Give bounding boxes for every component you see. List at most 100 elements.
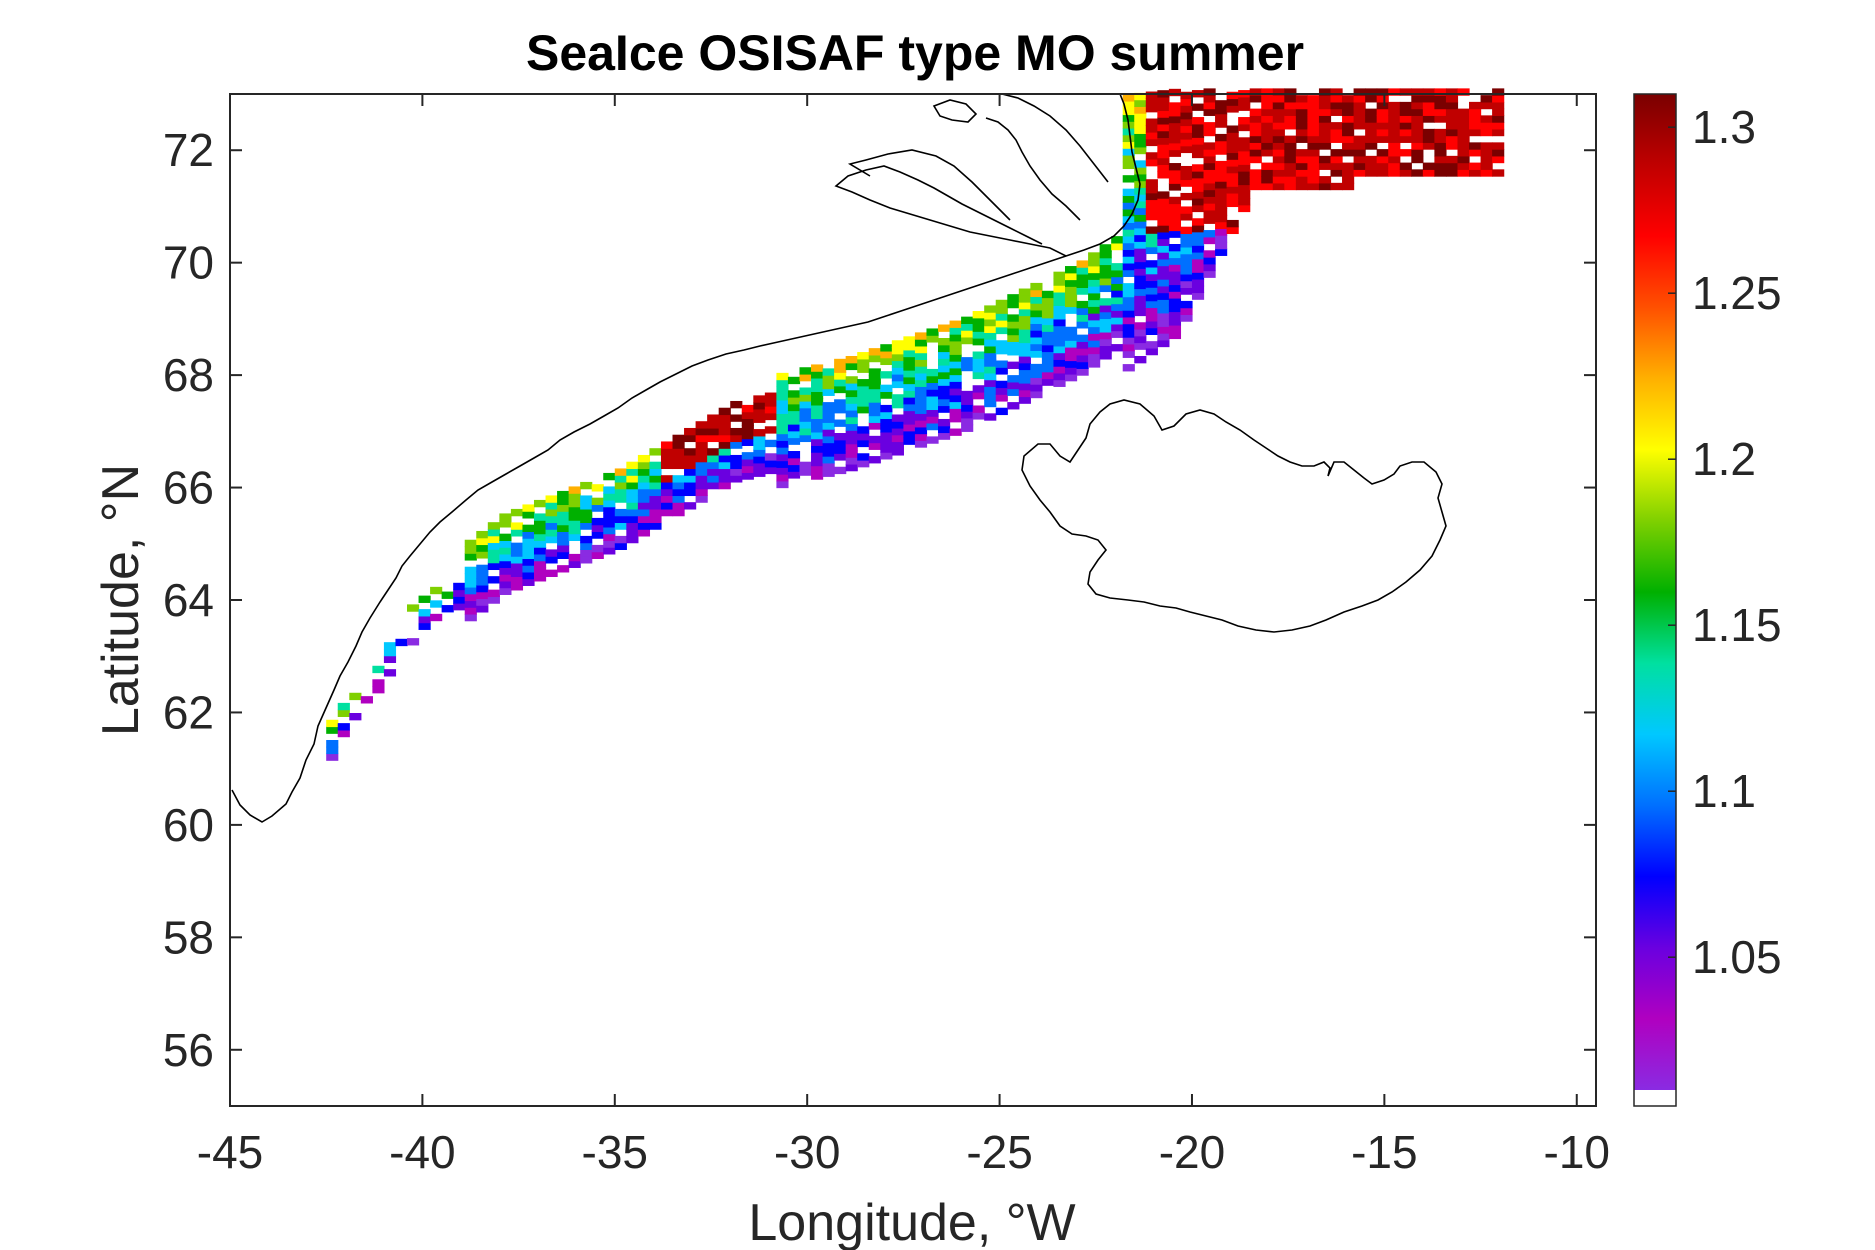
ice-cell [1215,235,1228,243]
ice-cell [557,497,570,506]
ice-cell [926,335,939,343]
ice-cell [660,488,674,497]
ice-cell [649,468,662,476]
ice-cell [811,425,824,433]
ice-cell [337,729,350,738]
ice-cell [1134,335,1147,344]
ice-cell [1330,122,1343,130]
ice-cell [776,420,789,428]
ice-cell [1191,130,1205,138]
ice-cell [1053,312,1066,320]
ice-cell [1145,199,1158,207]
coastlines [231,93,1447,823]
ice-cell [914,386,928,394]
ice-cell [1226,172,1239,181]
ice-cell [1284,176,1297,184]
ice-cell [1203,189,1216,197]
ice-cell [984,366,997,374]
x-tick-label: -25 [966,1126,1032,1178]
ice-cell [580,515,593,524]
ice-cell [672,481,685,490]
ice-cell [695,495,708,503]
ice-cell [649,488,662,497]
ice-cell [949,347,962,355]
ice-cell [1422,169,1435,177]
ice-cell [834,385,847,394]
ice-cell [1180,179,1193,187]
ice-cell [1215,241,1228,250]
ice-cell [1134,248,1147,256]
ice-cell [903,349,916,358]
ice-cell [961,404,974,412]
ice-cell [510,542,524,550]
ice-cell [1053,298,1066,306]
ice-cell [822,408,835,417]
ice-cell [891,360,904,368]
ice-cell [1307,108,1320,116]
ice-cell [660,441,674,449]
ice-cell [787,424,801,432]
ice-cell [845,376,858,384]
ice-cell [1191,164,1205,172]
ice-cell [1191,184,1205,192]
ice-cell [1041,338,1055,346]
ice-cell [1145,239,1158,248]
ice-cell [1203,216,1216,224]
ice-cell [1157,204,1170,213]
ice-cell [499,547,512,555]
ice-cell [1203,101,1216,110]
ice-cell [407,638,420,646]
ice-cell [672,434,685,443]
ice-cell [776,393,789,401]
ice-cell [1099,331,1112,340]
ice-cell [1157,252,1170,260]
ice-cell [857,439,870,448]
ice-cell [799,400,812,409]
ice-cell [591,544,604,553]
ice-cell [1249,95,1262,103]
ice-cell [626,515,639,524]
ice-cell [995,347,1008,355]
ice-cell [1284,169,1297,177]
ice-cell [660,495,674,503]
ice-cell [1145,185,1158,194]
ice-cell [961,357,974,365]
ice-cell [695,427,708,436]
ice-cell [811,458,824,467]
ice-cell [1134,288,1147,296]
ice-cell [476,551,489,559]
ice-cell [1226,219,1239,228]
ice-cell [949,327,962,335]
ice-cell [891,414,904,422]
ice-cell [787,403,801,412]
ice-cell [487,535,500,544]
ice-cell [1457,155,1470,164]
ice-cell [522,511,535,519]
ice-cell [1261,101,1274,110]
ice-cell [1422,142,1435,150]
ice-cell [545,529,558,537]
ice-cell [961,417,974,426]
ice-cell [1376,108,1389,116]
ice-cell [1365,95,1378,103]
ice-cell [1041,371,1055,380]
y-axis: 56 58 60 62 64 66 68 70 72 [163,124,1596,1076]
ice-cell [603,472,616,481]
ice-cell [718,427,731,436]
ice-cell [430,586,443,595]
ice-cell [1226,165,1239,174]
ice-cell [1203,250,1216,258]
ice-cell [672,488,685,497]
ice-cell [1145,158,1158,167]
ice-cell [545,495,558,503]
ice-cell [845,457,858,465]
ice-cell [568,526,581,535]
ice-cell [1088,313,1101,321]
ice-cell [1492,101,1505,110]
ice-cell [984,372,997,381]
ice-cell [1030,377,1043,385]
ice-cell [533,533,547,542]
ice-cell [1191,218,1205,226]
ice-cell [476,544,489,552]
ice-cell [1445,122,1459,130]
